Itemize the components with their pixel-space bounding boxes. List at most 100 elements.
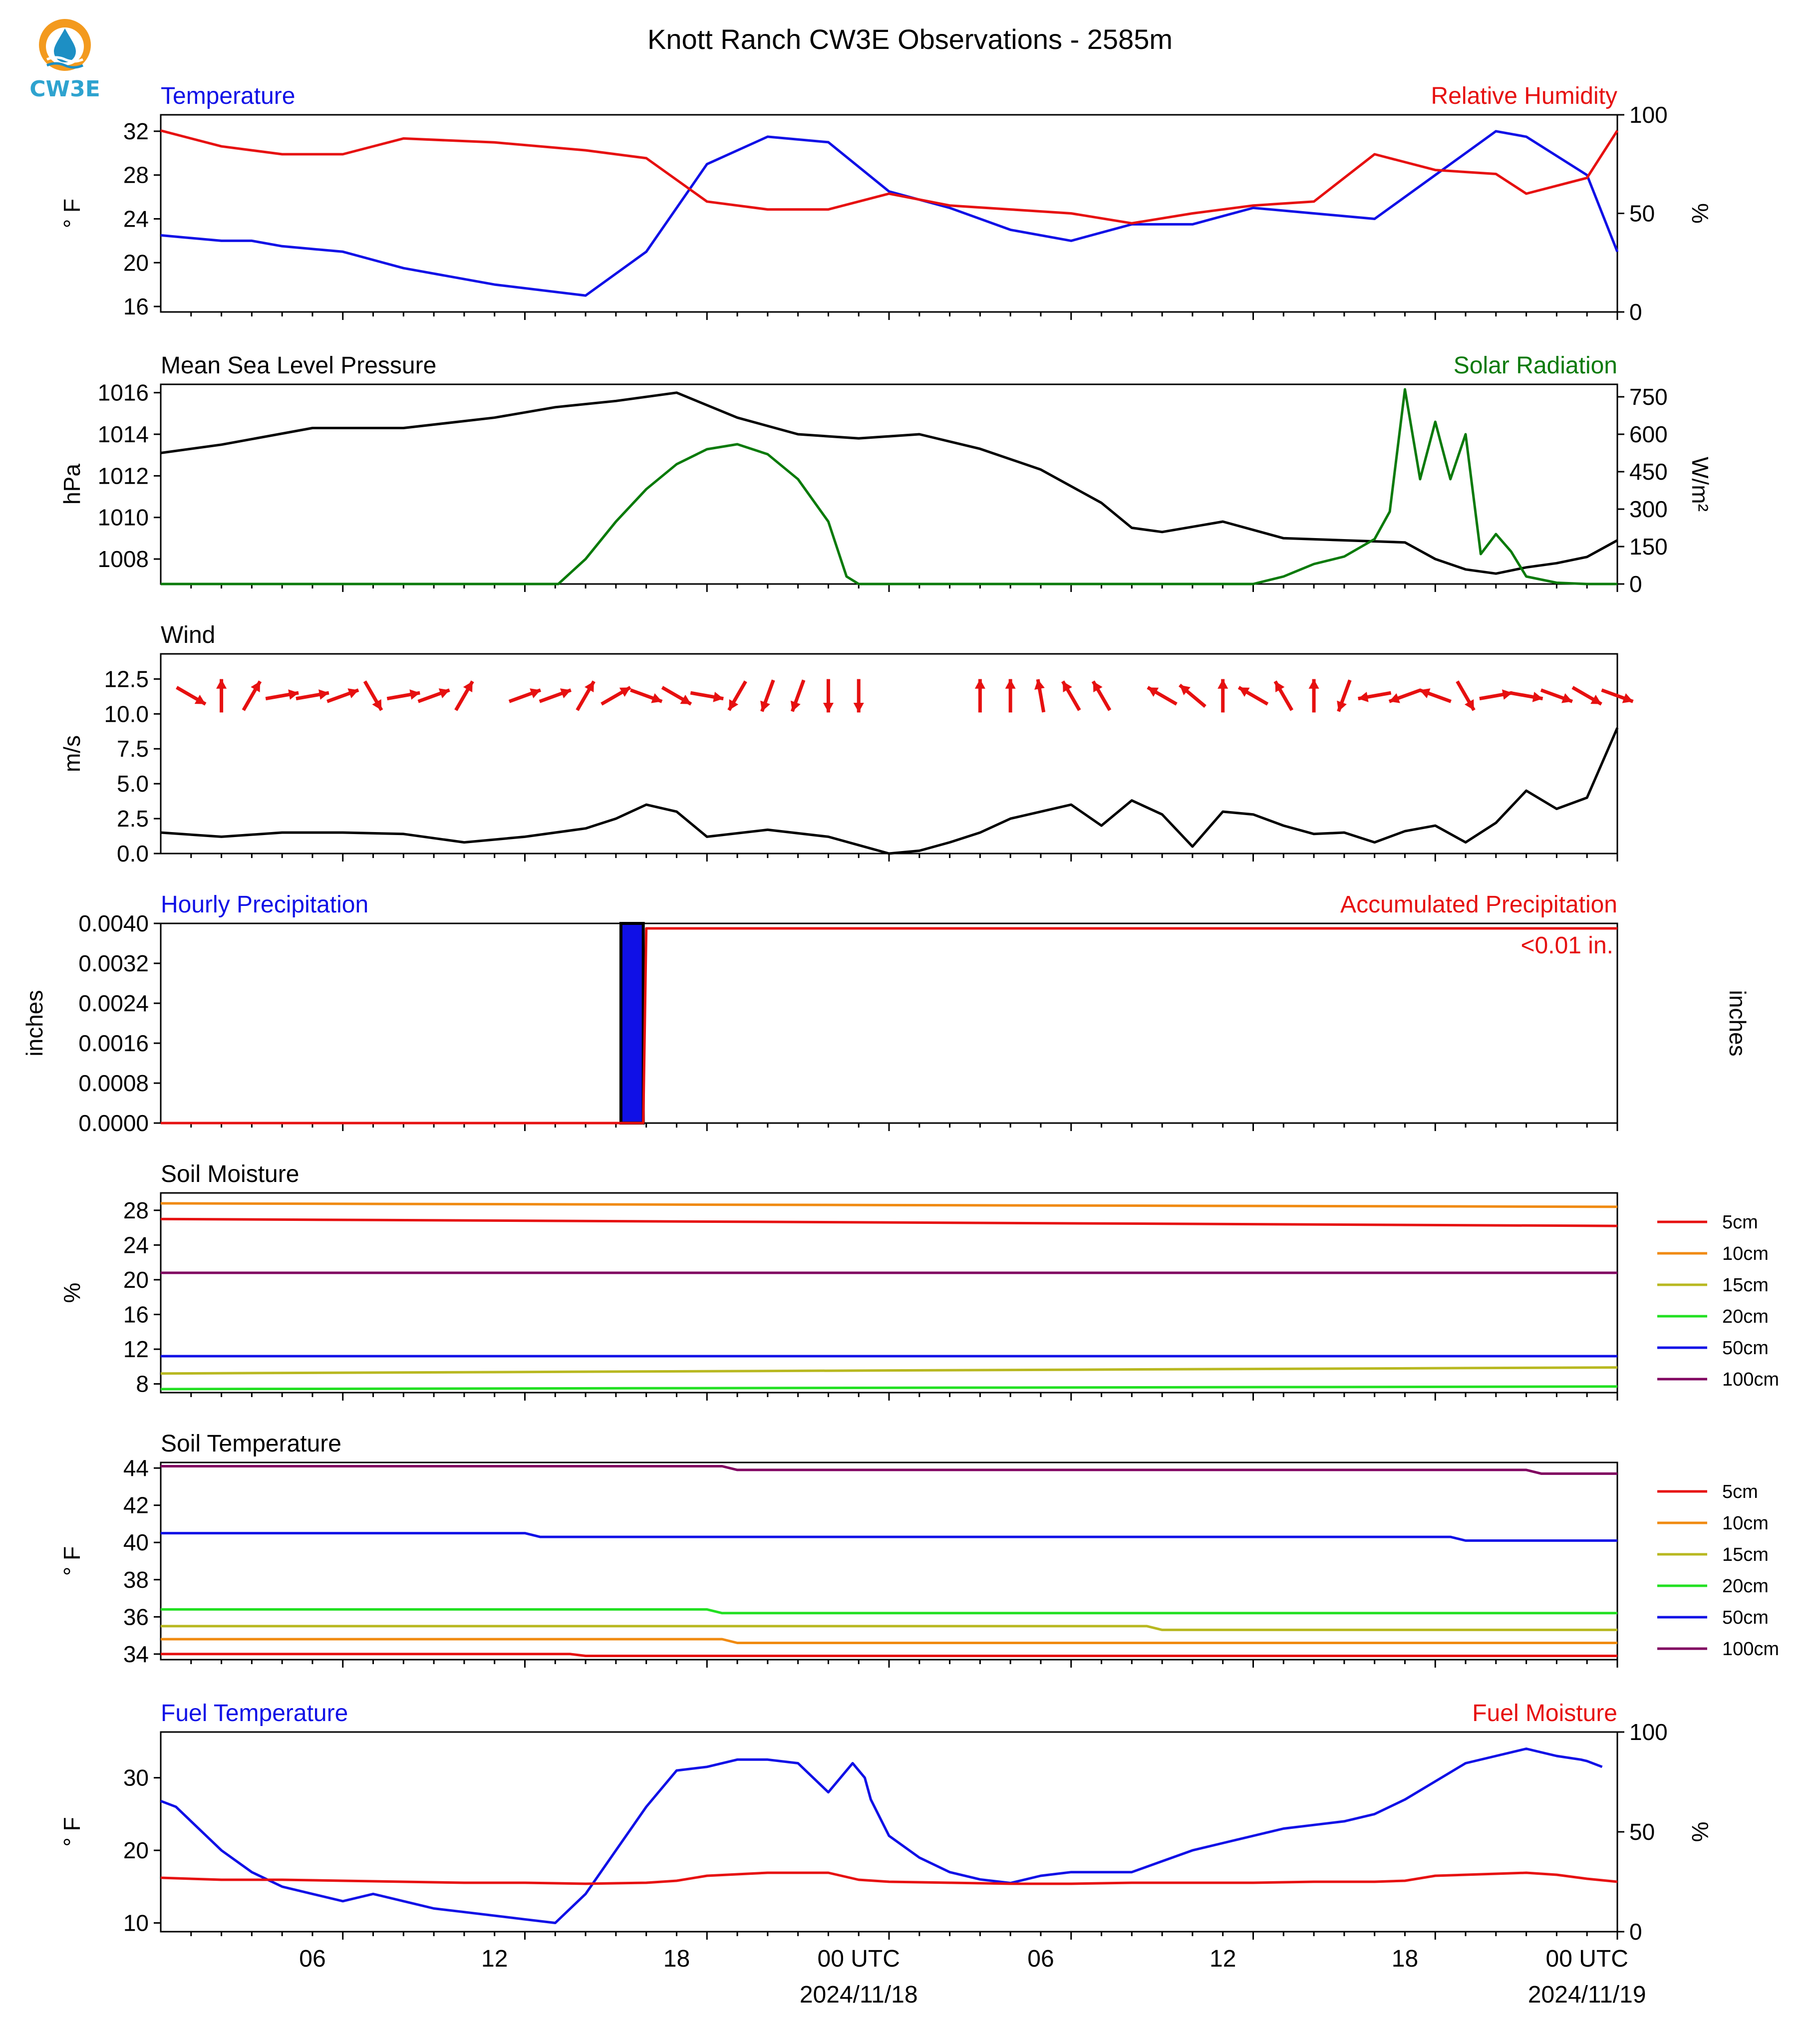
wind-arrow-head — [1358, 691, 1369, 702]
wind-arrow-head — [790, 700, 801, 712]
figure-title: Knott Ranch CW3E Observations - 2585m — [647, 23, 1173, 55]
y-tick-label: 42 — [123, 1492, 149, 1518]
y-tick-label: 24 — [123, 1232, 149, 1258]
wind-arrow-head — [1337, 700, 1347, 712]
y-tick-label: 20 — [123, 1267, 149, 1293]
wind-arrow-head — [1464, 699, 1474, 710]
y-tick-label: 34 — [123, 1641, 149, 1667]
axes-frame — [160, 653, 1618, 855]
y-tick-label: 2.5 — [117, 806, 149, 832]
y-tick-label: 10 — [123, 1910, 149, 1936]
y-right-axis-label: % — [1687, 1822, 1713, 1842]
panel-title-right: Fuel Moisture — [1472, 1700, 1617, 1727]
series-line-mean-sea-level-pressure — [160, 391, 1618, 575]
y-axis-label: ° F — [59, 199, 85, 228]
y-right-axis-label: inches — [1725, 990, 1751, 1057]
series-line-relative-humidity — [160, 129, 1619, 225]
y-tick-label: 38 — [123, 1567, 149, 1593]
logo-text: CW3E — [30, 76, 100, 102]
legend-label: 100cm — [1722, 1369, 1779, 1390]
y-right-tick-label: 100 — [1629, 102, 1668, 128]
y-tick-label: 28 — [123, 162, 149, 188]
wind-arrow-head — [1275, 681, 1285, 692]
legend-label: 10cm — [1722, 1513, 1769, 1534]
legend-label: 20cm — [1722, 1576, 1769, 1597]
wind-arrow-head — [729, 699, 739, 710]
panel-title-left: Soil Moisture — [161, 1161, 299, 1187]
y-right-tick-label: 50 — [1629, 1819, 1655, 1845]
wind-arrow-head — [823, 703, 834, 713]
x-tick-label: 06 — [1027, 1946, 1054, 1972]
y-tick-label: 5.0 — [117, 771, 149, 797]
x-tick-label: 00 UTC — [1546, 1946, 1628, 1972]
panel-title-left: Temperature — [161, 83, 295, 109]
y-right-tick-label: 300 — [1629, 496, 1668, 522]
series-line-100cm — [161, 1465, 1617, 1475]
wind-arrow-head — [1622, 693, 1633, 703]
y-tick-label: 44 — [123, 1455, 149, 1481]
x-tick-label: 06 — [299, 1946, 325, 1972]
series-line-20cm — [161, 1608, 1617, 1615]
series-line-5cm — [161, 1653, 1617, 1657]
series-line-20cm — [160, 1385, 1618, 1391]
panel-title-left: Wind — [161, 622, 215, 648]
series-line-15cm — [160, 1366, 1618, 1375]
y-tick-label: 32 — [123, 118, 149, 144]
wind-arrow-head — [974, 679, 985, 689]
y-axis-label: inches — [21, 990, 47, 1057]
y-tick-label: 30 — [123, 1765, 149, 1791]
wind-arrow-head — [651, 693, 662, 703]
y-tick-label: 1014 — [98, 421, 149, 447]
y-right-tick-label: 0 — [1629, 571, 1642, 597]
y-right-tick-label: 50 — [1629, 201, 1655, 227]
y-tick-label: 1016 — [98, 380, 149, 406]
y-tick-label: 7.5 — [117, 736, 149, 762]
axes-frame — [160, 922, 1618, 1124]
wind-arrow-head — [463, 681, 473, 692]
y-axis-label: ° F — [59, 1546, 85, 1576]
legend-label: 15cm — [1722, 1275, 1769, 1296]
legend-label: 5cm — [1722, 1212, 1758, 1233]
wind-arrow-head — [1308, 679, 1319, 689]
x-tick-label: 12 — [1210, 1946, 1236, 1972]
wind-arrow-head — [713, 691, 724, 702]
wind-arrow-head — [1217, 679, 1228, 689]
panel-title-left: Mean Sea Level Pressure — [161, 352, 436, 379]
y-tick-label: 16 — [123, 293, 149, 319]
wind-arrow-head — [1502, 689, 1513, 700]
wind-arrow-head — [1590, 694, 1602, 704]
wind-arrow-head — [1238, 687, 1250, 697]
x-date-label: 2024/11/18 — [800, 1982, 918, 2008]
wind-arrow-head — [530, 688, 541, 698]
wind-arrow-head — [1034, 679, 1045, 690]
x-tick-label: 00 UTC — [818, 1946, 900, 1972]
wind-arrow-head — [585, 681, 594, 692]
wind-arrow-head — [216, 679, 227, 689]
y-tick-label: 1010 — [98, 505, 149, 531]
panel-6: 34 36 38 40 42 44 Soil Temperature ° F 5cm 10cm 15… — [59, 1431, 1779, 1668]
x-tick-label: 18 — [1392, 1946, 1418, 1972]
series-line-50cm — [161, 1532, 1617, 1542]
y-tick-label: 12 — [123, 1336, 149, 1362]
y-tick-label: 0.0008 — [78, 1070, 149, 1096]
y-tick-label: 36 — [123, 1604, 149, 1630]
axes-frame — [160, 383, 1618, 585]
precip-annotation: <0.01 in. — [1521, 932, 1613, 959]
y-right-tick-label: 450 — [1629, 459, 1668, 485]
y-tick-label: 12.5 — [104, 666, 149, 692]
legend-label: 15cm — [1722, 1544, 1769, 1565]
panel-3: 0.0 2.5 5.0 7.5 10.0 12.5 Wind m/s — [59, 622, 1634, 867]
y-tick-label: 0.0040 — [78, 910, 149, 936]
legend-label: 50cm — [1722, 1607, 1769, 1628]
y-tick-label: 0.0032 — [78, 950, 149, 976]
wind-arrow-head — [347, 688, 359, 698]
y-axis-label: hPa — [59, 464, 85, 505]
y-tick-label: 0.0000 — [78, 1110, 149, 1136]
wind-arrow-head — [680, 694, 691, 704]
y-tick-label: 20 — [123, 1837, 149, 1863]
y-right-axis-label: % — [1687, 203, 1713, 224]
wind-arrow-head — [288, 689, 299, 700]
panel-5: 8 12 16 20 24 28 Soil Moisture% 5cm 10cm 15cm 20cm… — [59, 1161, 1779, 1401]
wind-arrow-head — [1063, 681, 1072, 692]
